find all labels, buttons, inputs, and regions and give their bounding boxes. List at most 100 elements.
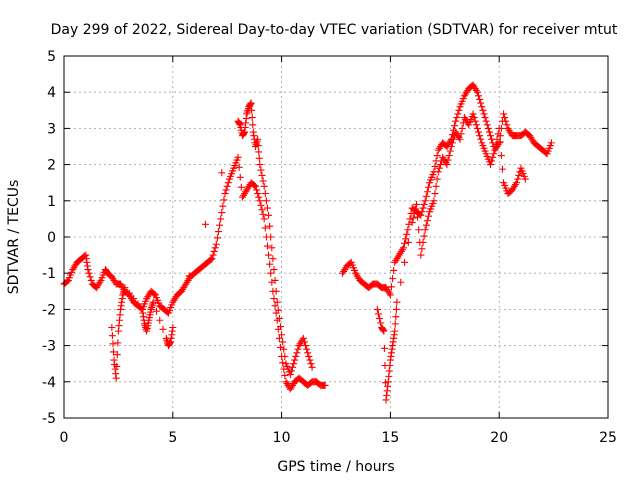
- data-point: [262, 197, 270, 205]
- data-point: [484, 124, 492, 132]
- data-point: [373, 305, 381, 313]
- data-point: [401, 258, 409, 266]
- data-point: [448, 139, 456, 147]
- data-point: [108, 332, 116, 340]
- data-point: [409, 214, 417, 222]
- data-point: [213, 234, 221, 242]
- data-point: [250, 181, 258, 189]
- y-tick-label: 0: [47, 230, 56, 246]
- data-point: [454, 110, 462, 118]
- data-point: [420, 200, 428, 208]
- data-point: [277, 323, 285, 331]
- data-point: [475, 92, 483, 100]
- data-point: [521, 175, 529, 183]
- data-point: [451, 122, 459, 130]
- data-point: [501, 114, 509, 122]
- data-point: [159, 325, 167, 333]
- data-point: [259, 210, 267, 218]
- data-point: [291, 356, 299, 364]
- data-point: [156, 316, 164, 324]
- data-point: [254, 135, 262, 143]
- data-point: [259, 177, 267, 185]
- series-4: [373, 110, 529, 404]
- data-point: [424, 212, 432, 220]
- data-point: [473, 124, 481, 132]
- data-point: [263, 242, 271, 250]
- data-point: [489, 153, 497, 161]
- data-point: [212, 240, 220, 248]
- data-point: [423, 188, 431, 196]
- data-point: [207, 256, 215, 264]
- data-point: [433, 152, 441, 160]
- y-tick-label: -5: [42, 411, 56, 427]
- series-3: [339, 81, 555, 299]
- data-point: [275, 314, 283, 322]
- data-point: [255, 148, 263, 156]
- data-point: [422, 192, 430, 200]
- data-point: [422, 221, 430, 229]
- grid-layer: [64, 56, 608, 418]
- data-point: [218, 169, 226, 177]
- data-point: [418, 208, 426, 216]
- data-point: [387, 283, 395, 291]
- data-point: [434, 168, 442, 176]
- series-1: [60, 153, 329, 393]
- data-point: [402, 235, 410, 243]
- data-point: [248, 114, 256, 122]
- y-tick-label: -2: [42, 302, 56, 318]
- data-point: [208, 255, 216, 263]
- data-point: [421, 226, 429, 234]
- data-point: [432, 182, 440, 190]
- chart-title: Day 299 of 2022, Sidereal Day-to-day VTE…: [51, 22, 618, 38]
- data-point: [125, 289, 133, 297]
- data-point: [271, 302, 279, 310]
- data-point: [455, 106, 463, 114]
- data-point: [458, 124, 466, 132]
- data-point: [279, 359, 287, 367]
- data-point: [218, 209, 226, 217]
- data-point: [254, 190, 262, 198]
- data-point: [272, 287, 280, 295]
- data-point: [515, 171, 523, 179]
- data-point: [496, 138, 504, 146]
- data-point: [392, 313, 400, 321]
- data-point: [266, 260, 274, 268]
- data-point: [292, 352, 300, 360]
- data-point: [411, 205, 419, 213]
- y-tick-label: -3: [42, 339, 56, 355]
- data-point: [476, 132, 484, 140]
- data-point: [471, 117, 479, 125]
- y-axis-label: SDTVAR / TECUs: [6, 180, 22, 295]
- data-point: [502, 117, 510, 125]
- data-point: [403, 230, 411, 238]
- data-point: [86, 273, 94, 281]
- data-point: [431, 162, 439, 170]
- data-point: [294, 345, 302, 353]
- y-tick-label: -1: [42, 266, 56, 282]
- data-point: [514, 175, 522, 183]
- data-point: [435, 164, 443, 172]
- data-point: [263, 204, 271, 212]
- data-point: [134, 300, 142, 308]
- data-point: [430, 197, 438, 205]
- data-point: [267, 233, 275, 241]
- data-point: [110, 348, 118, 356]
- data-point: [223, 182, 231, 190]
- data-point: [415, 226, 423, 234]
- data-point: [253, 186, 261, 194]
- data-point: [268, 278, 276, 286]
- data-point: [446, 147, 454, 155]
- data-point: [444, 156, 452, 164]
- data-point: [109, 340, 117, 348]
- data-point: [302, 342, 310, 350]
- y-tick-label: 4: [47, 85, 56, 101]
- data-point: [278, 331, 286, 339]
- data-points-layer: [60, 81, 555, 404]
- data-point: [457, 130, 465, 138]
- data-point: [491, 146, 499, 154]
- data-point: [490, 150, 498, 158]
- data-point: [431, 190, 439, 198]
- data-point: [185, 272, 193, 280]
- data-point: [321, 381, 329, 389]
